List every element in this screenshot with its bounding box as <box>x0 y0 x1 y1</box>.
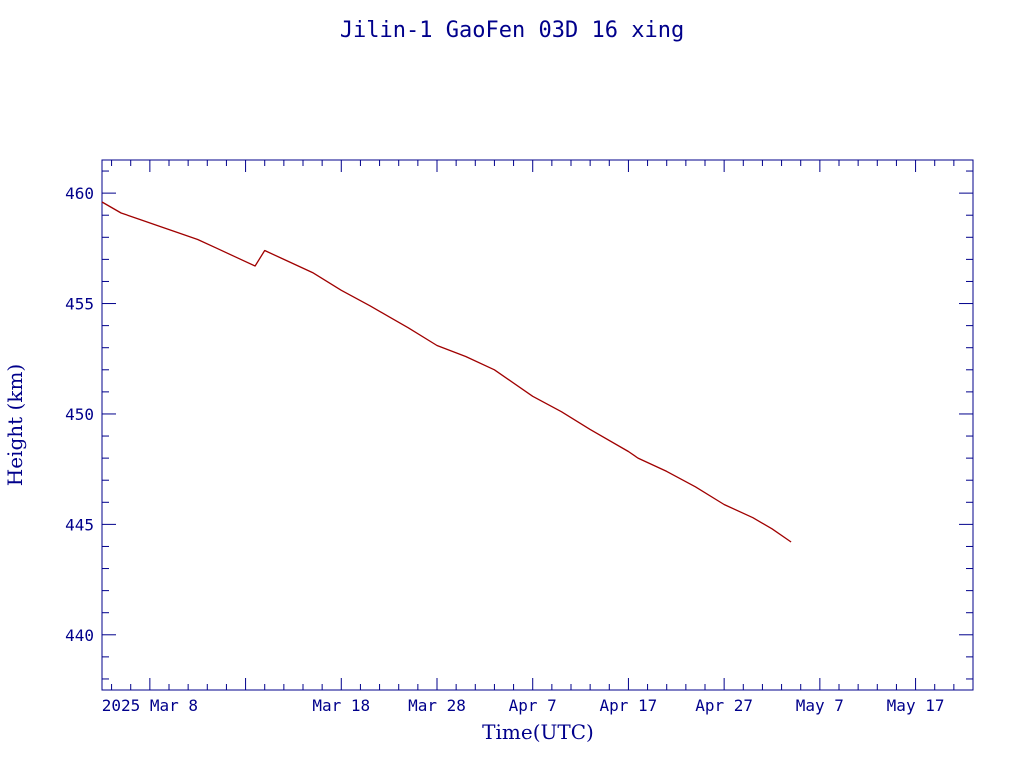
y-tick-label: 440 <box>65 626 94 645</box>
plot-frame <box>101 159 974 691</box>
x-tick-label: Apr 7 <box>509 696 557 715</box>
y-tick-label: 450 <box>65 405 94 424</box>
series-layer <box>101 201 792 543</box>
x-tick-label: Apr 27 <box>695 696 753 715</box>
y-tick-label: 460 <box>65 184 94 203</box>
x-tick-label: Mar 28 <box>408 696 466 715</box>
minor-ticks <box>102 160 974 690</box>
x-tick-label: May 17 <box>887 696 945 715</box>
x-axis-major-ticks <box>149 160 917 690</box>
y-axis-tick-labels: 440 445 450 455 460 <box>65 184 94 645</box>
x-tick-label: Apr 17 <box>600 696 658 715</box>
x-axis-label: Time(UTC) <box>482 720 594 744</box>
chart-title: Jilin-1 GaoFen 03D 16 xing <box>340 18 684 43</box>
y-axis-major-ticks <box>102 192 973 636</box>
x-tick-label: May 7 <box>796 696 844 715</box>
height-series-line <box>101 201 792 543</box>
x-axis-tick-labels: 2025 Mar 8 Mar 18 Mar 28 Apr 7 Apr 17 Apr 27 M… <box>102 696 945 715</box>
x-tick-label: Mar 18 <box>312 696 370 715</box>
x-tick-label: 2025 Mar 8 <box>102 696 198 715</box>
y-tick-label: 445 <box>65 515 94 534</box>
y-tick-label: 455 <box>65 295 94 314</box>
y-axis-label: Height (km) <box>3 364 27 486</box>
